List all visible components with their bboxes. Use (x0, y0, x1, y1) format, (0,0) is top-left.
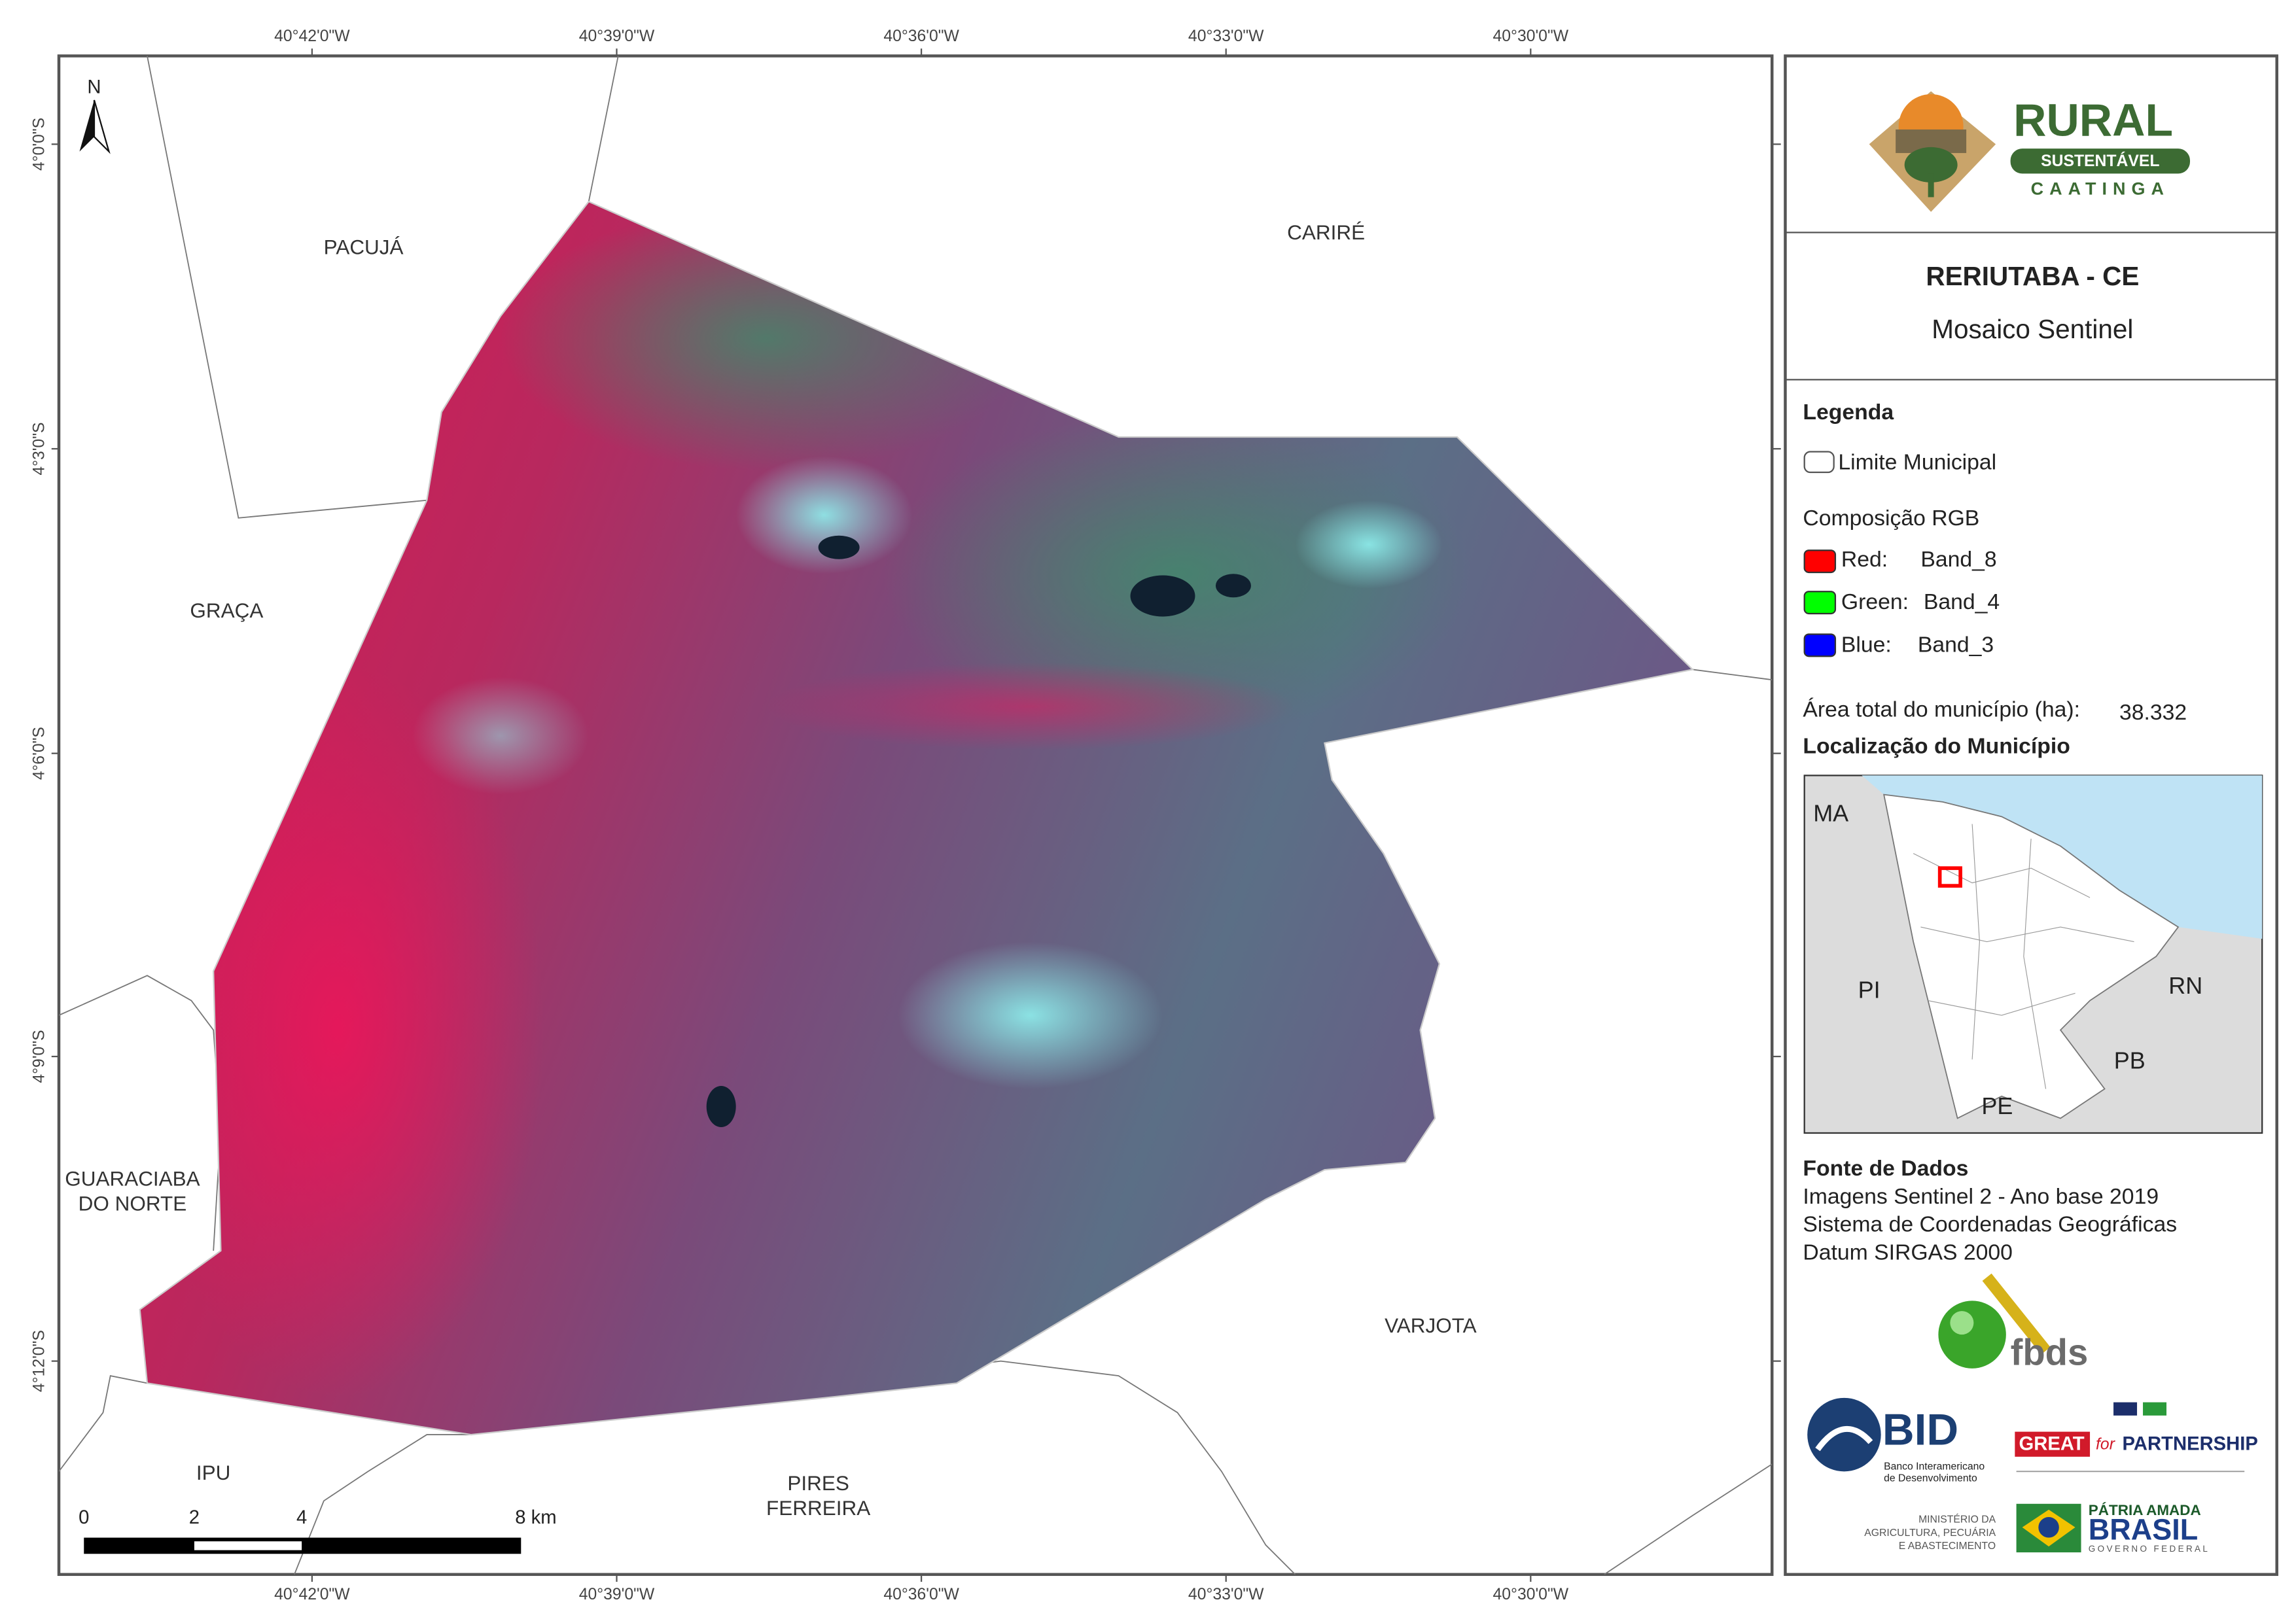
longitude-label: 40°30'0"W (1493, 1586, 1569, 1603)
legend-heading: Legenda (1803, 400, 1894, 425)
logo-text: fbds (2011, 1331, 2089, 1372)
area-value: 38.332 (2119, 700, 2187, 725)
logo-text: PÁTRIA AMADA (2089, 1502, 2201, 1518)
logo-text: AGRICULTURA, PECUÁRIA (1864, 1526, 1996, 1539)
brasil-logo (2016, 1503, 2081, 1553)
sources-line: Datum SIRGAS 2000 (1803, 1240, 2012, 1265)
graticule-ticks (51, 48, 1781, 1582)
logo-text: RURAL (2013, 94, 2173, 145)
sources-line: Sistema de Coordenadas Geográficas (1803, 1212, 2177, 1237)
neighbor-label: PIRES (787, 1471, 849, 1495)
logo-text: CAATINGA (2031, 179, 2170, 198)
legend-label: Green: (1841, 589, 1909, 614)
great-logo (2015, 1402, 2245, 1473)
neighbor-label: FERREIRA (766, 1496, 870, 1520)
legend-swatch (1803, 451, 1835, 474)
logo-text: de Desenvolvimento (1884, 1473, 1977, 1484)
bid-logo (1807, 1397, 1881, 1472)
neighbor-label: DO NORTE (79, 1192, 187, 1215)
state-label: PE (1981, 1092, 2013, 1119)
sources-line: Imagens Sentinel 2 - Ano base 2019 (1803, 1184, 2159, 1209)
panel-subtitle: Mosaico Sentinel (1932, 314, 2133, 344)
neighbor-label: VARJOTA (1385, 1314, 1477, 1337)
legend-swatch (1803, 591, 1837, 615)
legend-label: Composição RGB (1803, 506, 1979, 531)
legend-label: Band_8 (1920, 547, 1996, 572)
inset-map (1803, 775, 2263, 1134)
logo-text: SUSTENTÁVEL (2041, 152, 2159, 170)
latitude-label: 4°9'0"S (30, 1030, 48, 1083)
latitude-label: 4°0'0"S (30, 118, 48, 171)
longitude-label: 40°39'0"W (579, 1586, 655, 1603)
legend-label: Band_4 (1924, 589, 2000, 614)
longitude-label: 40°36'0"W (883, 27, 959, 45)
scale-bar (84, 1537, 521, 1554)
longitude-label: 40°30'0"W (1493, 27, 1569, 45)
state-label: MA (1813, 800, 1848, 827)
sources-heading: Fonte de Dados (1803, 1156, 1968, 1181)
neighbor-label: CARIRÉ (1287, 220, 1365, 244)
scale-label: 4 (296, 1507, 307, 1528)
logo-text: GOVERNO FEDERAL (2089, 1544, 2210, 1554)
longitude-label: 40°42'0"W (274, 27, 350, 45)
logo-text: MINISTÉRIO DA (1918, 1513, 1996, 1526)
neighbor-label: IPU (196, 1461, 230, 1484)
neighbor-boundaries (59, 56, 1773, 1575)
longitude-label: 40°33'0"W (1188, 1586, 1264, 1603)
logo-text: BID (1882, 1406, 1958, 1455)
rural-logo-mark (1869, 91, 2191, 212)
latitude-label: 4°3'0"S (30, 422, 48, 475)
state-label: PB (2114, 1047, 2146, 1074)
longitude-label: 40°36'0"W (883, 1586, 959, 1603)
legend-label: Band_3 (1918, 632, 1994, 657)
municipal-boundary (139, 200, 1695, 1436)
scale-label: 2 (189, 1507, 200, 1528)
neighbor-label: GRAÇA (190, 599, 263, 622)
state-label: RN (2168, 972, 2202, 999)
logo-text: BRASIL (2089, 1512, 2198, 1546)
legend-label: Limite Municipal (1838, 449, 1996, 474)
logo-text: GREAT (2019, 1434, 2085, 1455)
logo-text: for (2096, 1435, 2116, 1453)
neighbor-label: GUARACIABA (65, 1166, 200, 1190)
north-arrow (79, 99, 94, 152)
legend-swatch (1803, 633, 1837, 657)
north-arrow (93, 99, 111, 154)
logo-text: E ABASTECIMENTO (1899, 1541, 1996, 1552)
latitude-label: 4°12'0"S (30, 1330, 48, 1392)
longitude-label: 40°42'0"W (274, 1586, 350, 1603)
legend-label: Red: (1841, 547, 1888, 572)
state-label: PI (1858, 977, 1881, 1003)
legend-label: Blue: (1841, 632, 1892, 657)
area-label: Área total do município (ha): (1803, 697, 2080, 722)
scale-label: 0 (79, 1507, 89, 1528)
logo-text: Banco Interamericano (1884, 1461, 1985, 1473)
latitude-label: 4°6'0"S (30, 727, 48, 780)
panel-title: RERIUTABA - CE (1926, 261, 2139, 291)
north-label: N (87, 77, 101, 98)
longitude-label: 40°39'0"W (579, 27, 655, 45)
location-heading: Localização do Município (1803, 734, 2070, 759)
fbds-logo (1938, 1273, 2051, 1369)
longitude-label: 40°33'0"W (1188, 27, 1264, 45)
neighbor-label: PACUJÁ (324, 235, 404, 258)
legend-swatch (1803, 550, 1837, 574)
logo-text: PARTNERSHIP (2123, 1434, 2258, 1455)
scale-label: 8 km (515, 1507, 556, 1528)
